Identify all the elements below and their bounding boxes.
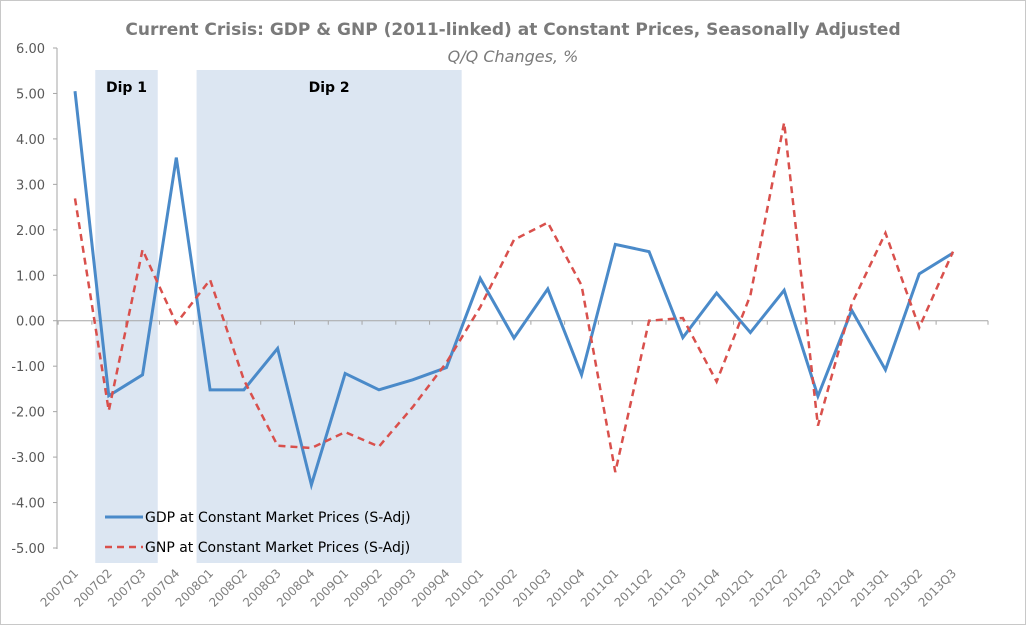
y-tick-label: 6.00 (16, 42, 45, 57)
y-tick-label: -3.00 (11, 451, 45, 466)
y-tick-label: 1.00 (16, 269, 45, 284)
y-tick-label: 2.00 (16, 224, 45, 239)
y-tick-label: 3.00 (16, 178, 45, 193)
chart-title: Current Crisis: GDP & GNP (2011-linked) … (125, 20, 901, 40)
y-tick-label: -2.00 (11, 406, 45, 421)
annotation-label: Dip 2 (309, 80, 350, 96)
y-tick-label: 5.00 (16, 87, 45, 102)
y-tick-label: -1.00 (11, 360, 45, 375)
shaded-region-1 (95, 70, 158, 563)
chart-subtitle: Q/Q Changes, % (447, 47, 579, 66)
y-tick-label: 0.00 (16, 315, 45, 330)
shaded-region-2 (196, 70, 462, 563)
annotation-label: Dip 1 (106, 80, 147, 96)
legend-label: GNP at Constant Market Prices (S-Adj) (145, 540, 410, 556)
legend-label: GDP at Constant Market Prices (S-Adj) (145, 510, 411, 526)
y-tick-label: -4.00 (11, 497, 45, 512)
y-tick-label: 4.00 (16, 133, 45, 148)
x-tick-label: 2013Q3 (916, 566, 960, 610)
y-tick-label: -5.00 (11, 542, 45, 557)
